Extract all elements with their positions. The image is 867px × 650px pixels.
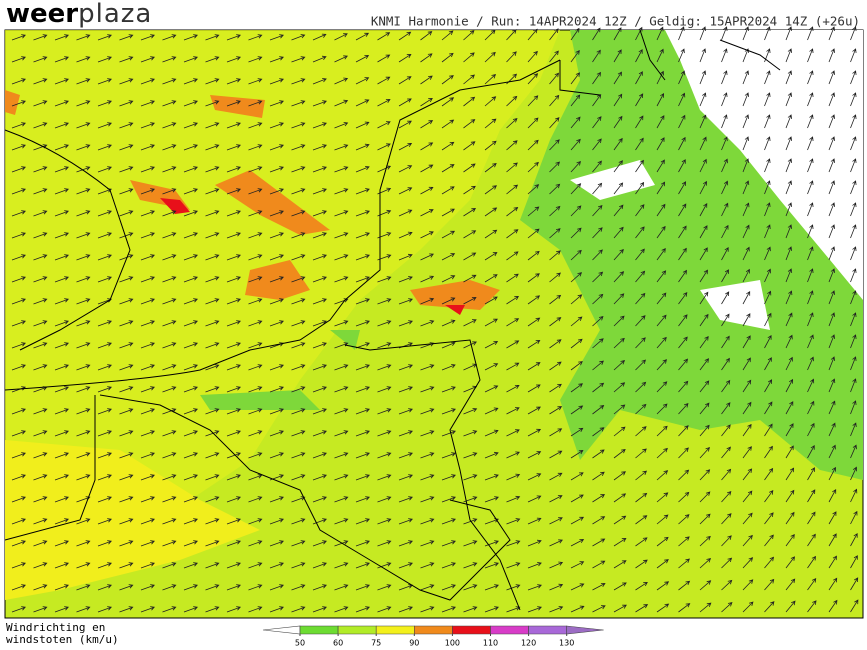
color-swatch xyxy=(375,625,415,635)
tick-label: 90 xyxy=(409,639,419,648)
orange-zone xyxy=(5,90,500,310)
color-bar: 50 60 75 90 100 110 120 130 xyxy=(262,625,604,648)
color-swatch xyxy=(528,625,568,635)
color-swatch xyxy=(299,625,339,635)
wind-arrows xyxy=(11,26,859,613)
map xyxy=(4,26,864,619)
color-swatch xyxy=(490,625,529,635)
legend-title: Windrichting en xyxy=(6,621,105,634)
color-swatch xyxy=(566,625,604,635)
tick-label: 60 xyxy=(333,639,343,648)
logo: weerplaza xyxy=(6,0,152,29)
legend-title: windstoten (km/u) xyxy=(6,633,119,646)
logo-plaza: plaza xyxy=(78,0,152,29)
white-zone xyxy=(665,30,863,300)
header-text: KNMI Harmonie / Run: 14APR2024 12Z / Gel… xyxy=(371,14,860,29)
color-swatch xyxy=(337,625,377,635)
borders xyxy=(4,29,781,611)
white-zone xyxy=(570,160,770,330)
tick-label: 110 xyxy=(483,639,498,648)
tick-label: 50 xyxy=(295,639,305,648)
tick-label: 75 xyxy=(371,639,381,648)
tick-label: 130 xyxy=(559,639,574,648)
color-swatch xyxy=(262,625,301,635)
color-swatch xyxy=(413,625,453,635)
green-zone xyxy=(200,330,360,410)
color-swatch xyxy=(452,625,491,635)
tick-label: 120 xyxy=(521,639,536,648)
tick-label: 100 xyxy=(445,639,460,648)
logo-weer: weer xyxy=(6,0,78,29)
